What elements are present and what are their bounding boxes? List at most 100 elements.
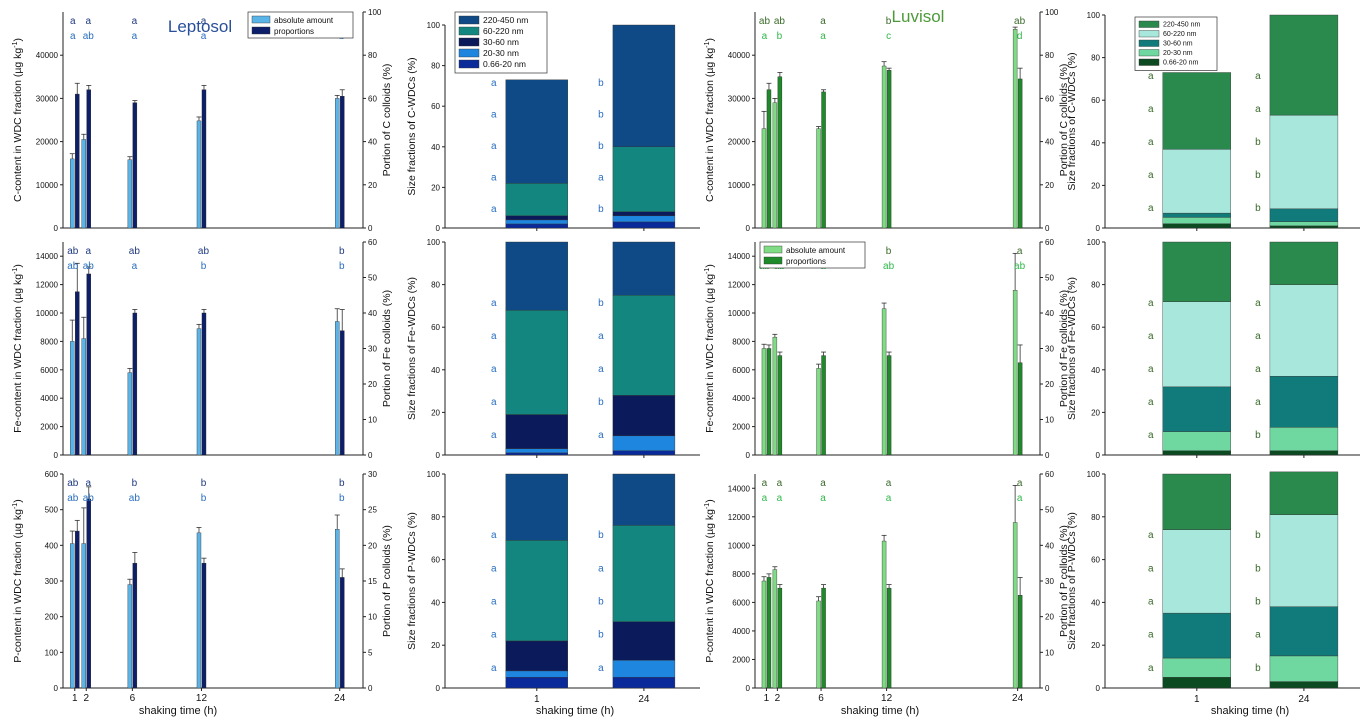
luvi-Fe-bar-y2tick-label-20: 20: [1045, 380, 1054, 389]
lepto-P-bar-y2label: Portion of P colloids (%): [381, 525, 393, 637]
lepto-Fe-stack-seg-1-220-450 nm: [505, 241, 568, 311]
luvi-C-bar-ytick-label-20000: 20000: [728, 138, 751, 147]
lepto-P-bar-bar-abs-1: [70, 543, 75, 689]
luvi-Fe-stack-letter-24-4: a: [1255, 298, 1261, 309]
luvi-P-bar-ytick-label-0: 0: [746, 684, 751, 693]
lepto-P-bar-letter-abs-2: ab: [83, 493, 95, 504]
luvi-Fe-stack-letter-24-0: b: [1255, 430, 1261, 441]
luvi-size-legend-label-4: 0.66-20 nm: [1163, 60, 1199, 67]
lepto-Fe-bar-y2tick-label-60: 60: [368, 238, 377, 247]
luvi-P-bar-letter-prop-1: a: [762, 478, 768, 489]
luvi-P-bar-y2tick-label-20: 20: [1045, 613, 1054, 622]
lepto-P-stack-ytick-label-20: 20: [431, 641, 440, 650]
luvi-C-bar-letter-abs-2: b: [777, 31, 783, 42]
luvi-P-bar-letter-prop-2: a: [777, 478, 783, 489]
luvi-Fe-bar-ytick-label-14000: 14000: [728, 252, 751, 261]
lepto-P-stack-seg-1-60-220 nm: [505, 540, 568, 642]
luvi-Fe-bar-bar-abs-2: [772, 336, 778, 456]
lepto-P-bar-xtick-label-24: 24: [334, 693, 346, 704]
lepto-P-bar-ylabel: P-content in WDC fraction (µg kg-1): [12, 499, 24, 662]
luvi-C-stack-letter-24-3: a: [1255, 104, 1261, 115]
lepto-Fe-stack-letter-24-4: b: [598, 298, 604, 309]
luvi-Fe-bar-y2label: Portion of Fe colloids (%): [1058, 290, 1070, 407]
luvi-P-stack-seg-1-20-30 nm: [1162, 657, 1232, 678]
luvi-Fe-stack-letter-1-1: a: [1148, 397, 1154, 408]
lepto-Fe-bar-ytick-label-8000: 8000: [40, 337, 58, 346]
luvi-P-stack-ytick-label-60: 60: [1091, 556, 1100, 565]
luvi-C-stack-seg-1-0.66-20 nm: [1162, 223, 1232, 229]
luvi-P-bar-y2tick-label-60: 60: [1045, 470, 1054, 479]
luvi-P-bar-bar-abs-1: [761, 580, 767, 689]
luvi-P-stack-seg-24-20-30 nm: [1269, 655, 1339, 682]
lepto-C-bar-ytick-label-30000: 30000: [36, 94, 59, 103]
luvi-P-bar-bar-abs-12: [881, 540, 887, 689]
luvi-P-stack-letter-24-1: a: [1255, 630, 1261, 641]
lepto-C-bar-letter-prop-1: a: [70, 16, 76, 27]
lepto-Fe-stack-letter-1-3: a: [491, 331, 497, 342]
lepto-P-bar-xtick-label-12: 12: [196, 693, 208, 704]
lepto-Fe-stack-seg-1-20-30 nm: [505, 448, 568, 454]
lepto-Fe-stack-seg-24-20-30 nm: [612, 435, 676, 451]
luvi-C-stack-seg-24-60-220 nm: [1269, 114, 1339, 210]
lepto-size-legend-label-2: 30-60 nm: [483, 37, 519, 47]
lepto-Fe-stack-seg-1-60-220 nm: [505, 309, 568, 415]
luvi-P-stack-seg-24-220-450 nm: [1269, 471, 1339, 515]
lepto-Fe-bar-y2label: Portion of Fe colloids (%): [381, 290, 393, 407]
lepto-Fe-bar-bar-abs-1: [70, 341, 75, 456]
lepto-Fe-bar-letter-prop-6: ab: [129, 246, 141, 257]
lepto-C-bar-ylabel: C-content in WDC fraction (µg kg-1): [12, 38, 24, 202]
lepto-P-bar-y2tick-label-20: 20: [368, 541, 377, 550]
luvi-P-stack-letter-1-2: a: [1148, 597, 1154, 608]
luvi-P-bar-y2tick-label-40: 40: [1045, 541, 1054, 550]
lepto-P-bar-bar-prop-12: [201, 562, 207, 689]
lepto-size-legend-label-0: 220-450 nm: [483, 15, 528, 25]
lepto-Fe-bar-bar-abs-24: [335, 321, 340, 456]
luvi-Fe-stack-seg-24-60-220 nm: [1269, 284, 1339, 377]
luvi-size-legend-label-3: 20-30 nm: [1163, 50, 1193, 57]
luvi-size-legend-label-2: 30-60 nm: [1163, 41, 1193, 48]
lepto-Fe-bar-y2tick-label-10: 10: [368, 416, 377, 425]
luvi-Fe-stack-letter-1-0: a: [1148, 430, 1154, 441]
lepto-C-bar-bar-prop-2: [86, 89, 91, 229]
luvi-P-bar-y2label: Portion of P colloids (%): [1058, 525, 1070, 637]
luvi-P-stack-letter-24-0: b: [1255, 663, 1261, 674]
luvi-P-stack-seg-24-30-60 nm: [1269, 606, 1339, 657]
luvi-C-bar-y2tick-label-0: 0: [1045, 224, 1050, 233]
lepto-C-bar-bar-abs-6: [127, 159, 133, 229]
lepto-P-bar-letter-prop-6: b: [132, 478, 138, 489]
lepto-P-bar-y2tick-label-0: 0: [368, 684, 373, 693]
lepto-Fe-bar-letter-abs-6: a: [132, 261, 138, 272]
luvi-C-stack-letter-24-1: b: [1255, 170, 1261, 181]
lepto-P-stack-letter-1-3: a: [491, 563, 497, 574]
luvi-C-bar-ytick-label-30000: 30000: [728, 94, 751, 103]
lepto-Fe-bar-bar-prop-24: [340, 330, 345, 456]
luvi-P-bar-ytick-label-8000: 8000: [732, 570, 750, 579]
luvi-legend-prop: proportions: [786, 257, 826, 266]
lepto-Fe-bar-bar-prop-12: [201, 312, 207, 456]
lepto-C-stack-letter-1-0: a: [491, 204, 497, 215]
luvi-P-bar-bar-abs-24: [1012, 522, 1018, 689]
lepto-C-bar-letter-abs-12: a: [201, 31, 207, 42]
lepto-C-stack-seg-24-30-60 nm: [612, 211, 676, 217]
luvi-C-bar-letter-abs-12: c: [886, 31, 891, 42]
luvi-P-bar-y2tick-label-30: 30: [1045, 577, 1054, 586]
luvi-Fe-bar-bar-abs-1: [761, 348, 767, 456]
luvi-P-bar-letter-prop-24: a: [1017, 478, 1023, 489]
title-leptosol: Leptosol: [168, 17, 232, 36]
lepto-size-legend-label-3: 20-30 nm: [483, 48, 519, 58]
lepto-Fe-stack-seg-1-30-60 nm: [505, 414, 568, 449]
luvi-Fe-stack-ytick-label-100: 100: [1087, 238, 1101, 247]
lepto-Fe-bar-ytick-label-2000: 2000: [40, 423, 58, 432]
luvi-P-bar-ytick-label-4000: 4000: [732, 627, 750, 636]
lepto-C-bar-letter-abs-2: ab: [83, 31, 95, 42]
luvi-C-bar-y2tick-label-40: 40: [1045, 138, 1054, 147]
lepto-Fe-stack-letter-24-3: a: [598, 331, 604, 342]
luvi-Fe-stack-seg-1-60-220 nm: [1162, 301, 1232, 388]
lepto-P-stack-xtick-label-1: 1: [534, 694, 540, 705]
lepto-Fe-stack-seg-24-0.66-20 nm: [612, 450, 676, 456]
lepto-size-legend-label-4: 0.66-20 nm: [483, 59, 526, 69]
lepto-P-bar-ytick-label-200: 200: [45, 613, 59, 622]
lepto-Fe-bar-y2tick-label-30: 30: [368, 345, 377, 354]
lepto-P-bar-y2tick-label-25: 25: [368, 506, 377, 515]
lepto-P-bar-bar-abs-24: [335, 529, 340, 689]
